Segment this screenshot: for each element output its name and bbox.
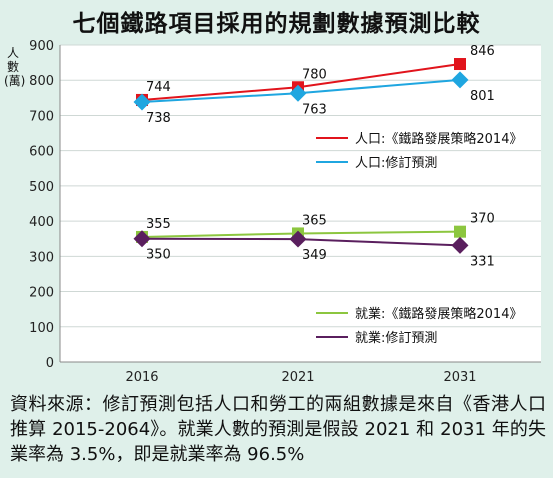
legend-label: 人口:修訂預測 (355, 155, 437, 171)
data-label: 744 (146, 80, 171, 95)
data-point-marker (451, 236, 469, 254)
x-tick-label: 2031 (443, 370, 476, 385)
data-label: 350 (146, 248, 171, 263)
data-point-marker (451, 71, 469, 89)
legend-label: 就業:《鐵路發展策略2014》 (355, 306, 522, 322)
y-axis-label: 人數(萬) (4, 46, 26, 88)
data-label: 365 (302, 213, 327, 228)
legend-label: 人口:《鐵路發展策略2014》 (355, 131, 522, 147)
data-point-marker (289, 84, 307, 102)
y-tick-label: 100 (29, 321, 54, 336)
y-tick-label: 400 (29, 215, 54, 230)
data-point-marker (454, 225, 466, 238)
legend-label: 就業:修訂預測 (355, 330, 437, 346)
y-tick-label: 900 (29, 39, 54, 54)
data-point-marker (454, 58, 466, 71)
chart-title: 七個鐵路項目採用的規劃數據預測比較 (72, 11, 481, 37)
x-tick-label: 2021 (281, 370, 314, 385)
x-tick-label: 2016 (125, 370, 158, 385)
data-label: 846 (470, 44, 495, 59)
y-tick-label: 800 (29, 74, 54, 89)
source-note: 資料來源：修訂預測包括人口和勞工的兩組數據是來自《香港人口推算 2015-206… (10, 394, 546, 465)
data-point-marker (289, 230, 307, 248)
y-tick-label: 0 (46, 356, 54, 371)
y-tick-label: 600 (29, 145, 54, 160)
y-tick-label: 300 (29, 250, 54, 265)
data-label: 738 (146, 111, 171, 126)
data-label: 331 (470, 254, 495, 269)
y-tick-label: 200 (29, 286, 54, 301)
data-label: 780 (302, 67, 327, 82)
y-tick-label: 700 (29, 109, 54, 124)
data-label: 763 (302, 102, 327, 117)
data-label: 355 (146, 217, 171, 232)
data-point-marker (133, 230, 151, 248)
data-label: 370 (470, 212, 495, 227)
y-tick-label: 500 (29, 180, 54, 195)
data-point-marker (133, 93, 151, 111)
data-label: 801 (470, 89, 495, 104)
data-label: 349 (302, 248, 327, 263)
